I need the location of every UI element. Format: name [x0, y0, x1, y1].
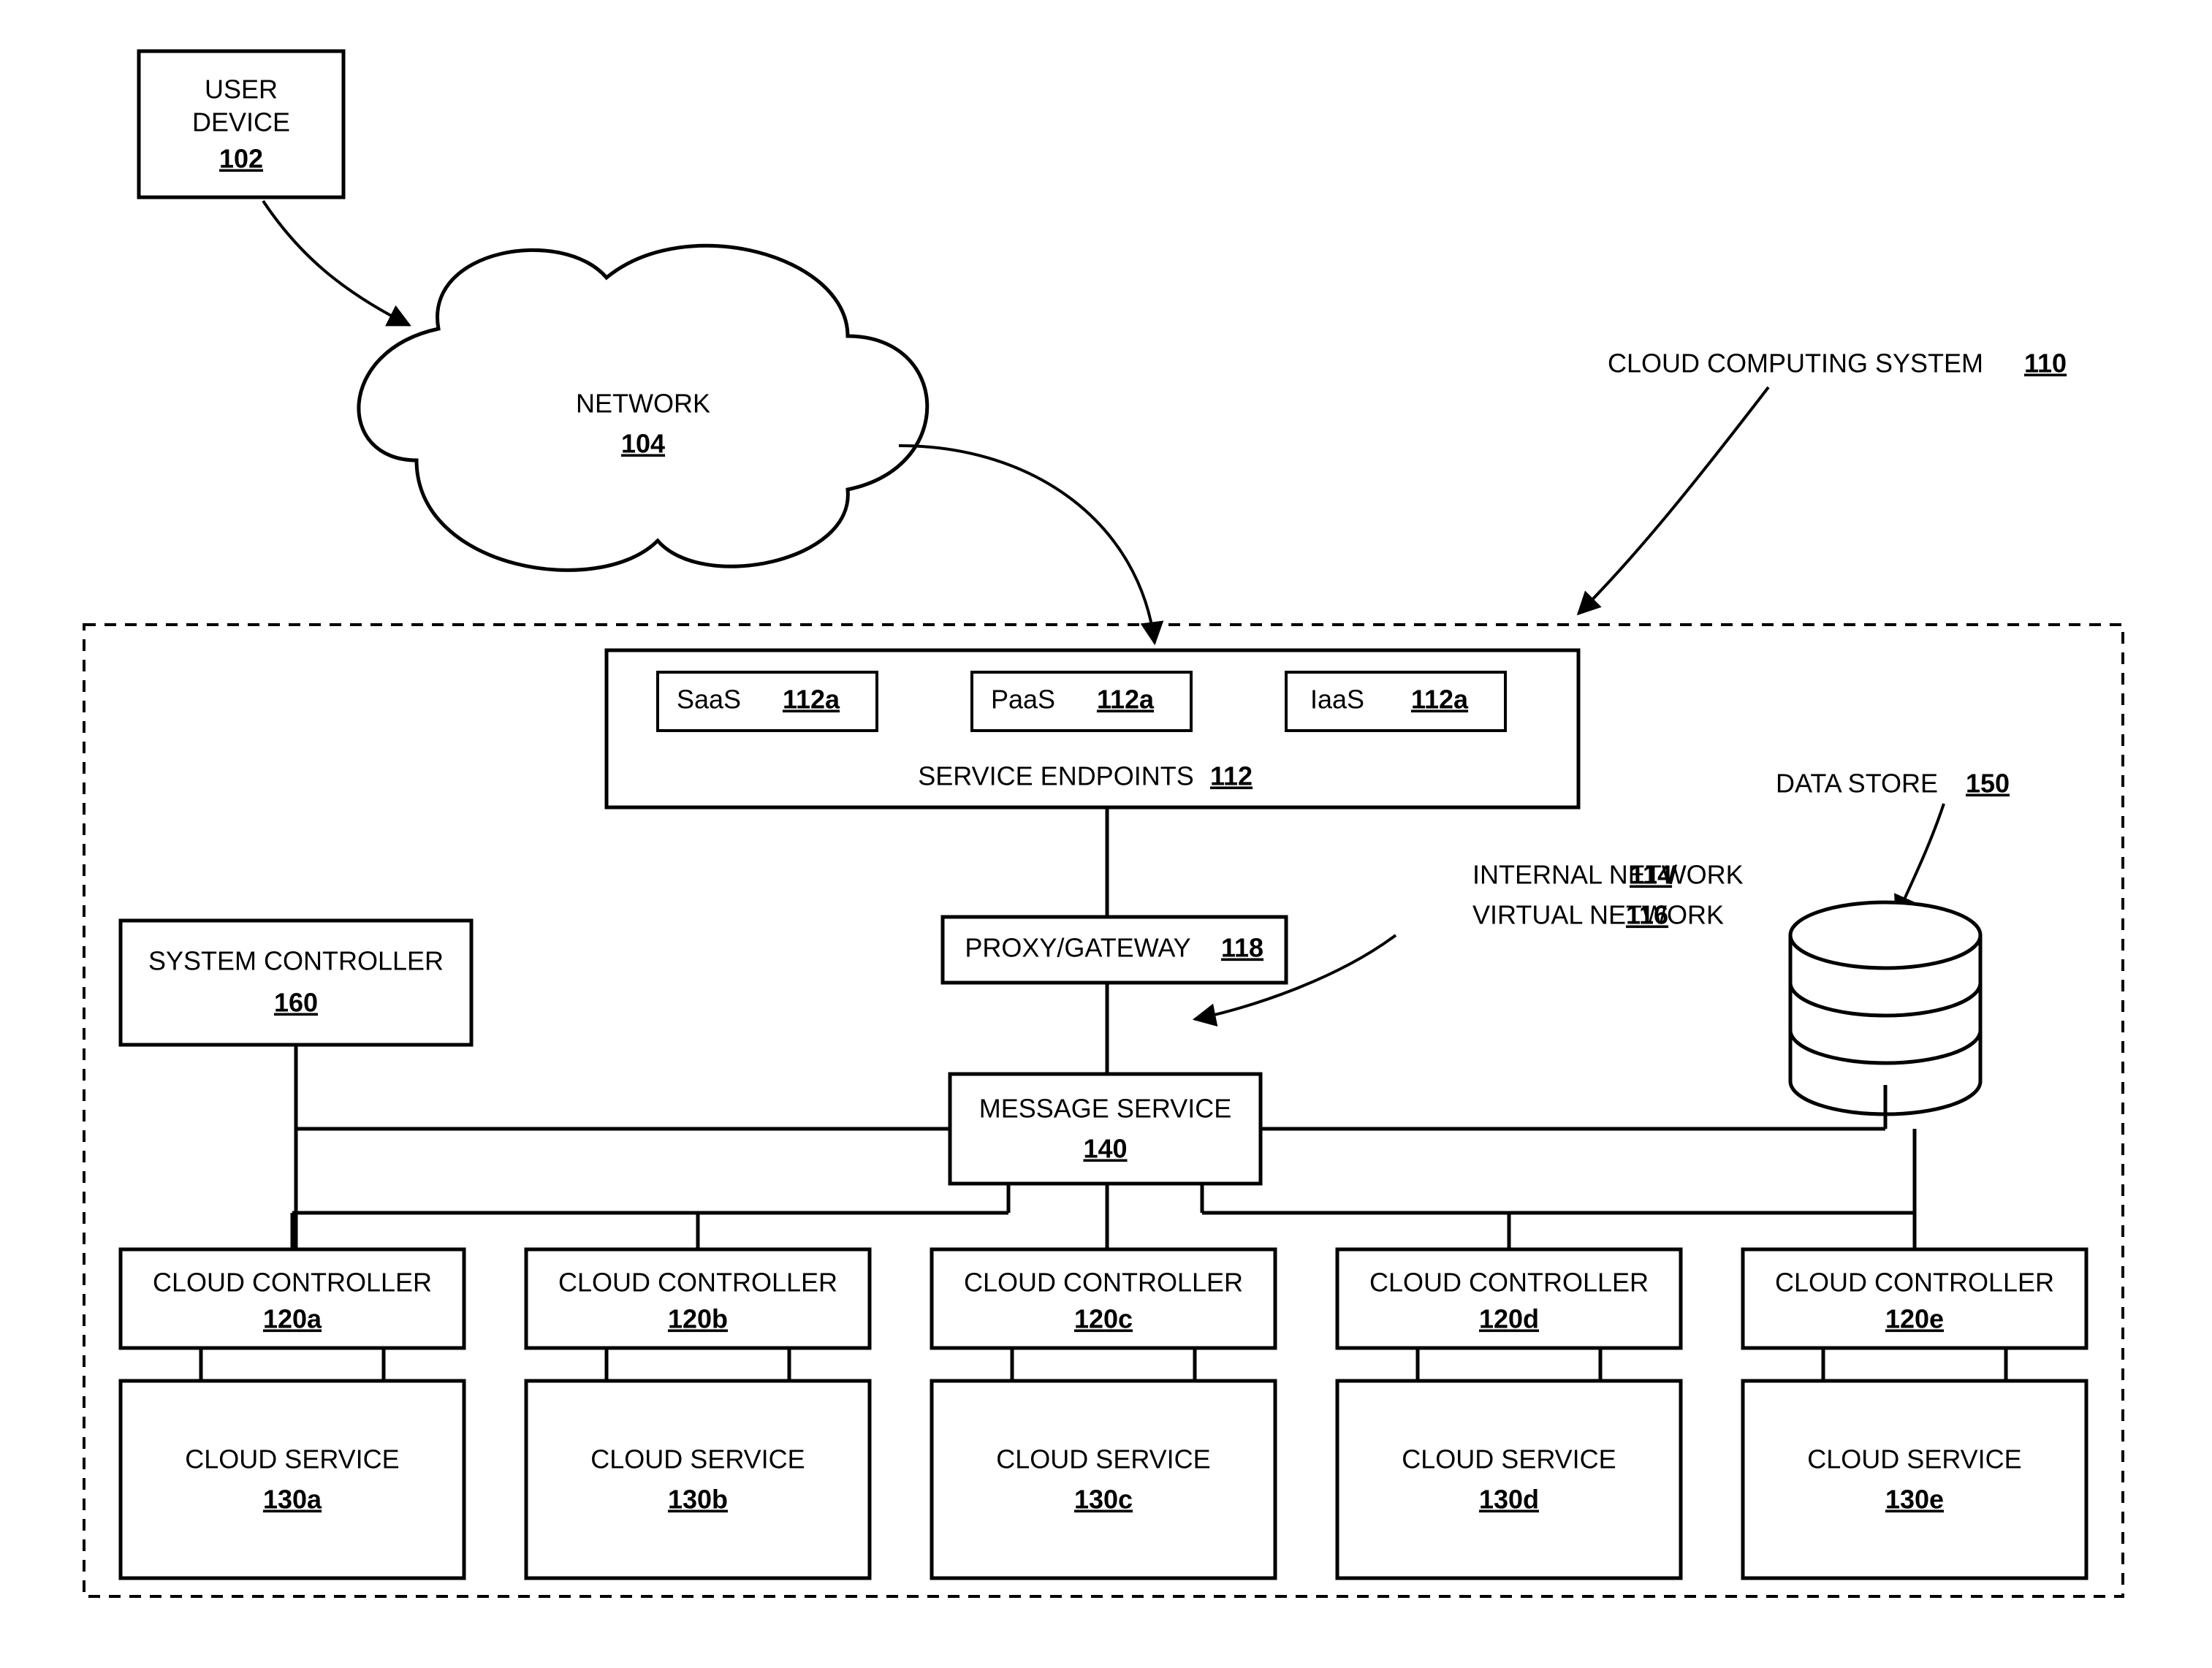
cloud-controller-3-ref: 120d [1479, 1304, 1539, 1334]
cloud-service-3-label: CLOUD SERVICE [1402, 1444, 1616, 1474]
user-device-label-1: USER [205, 75, 278, 104]
service-endpoints-item-1-label: PaaS [991, 685, 1055, 715]
cloud-service-3-box [1337, 1381, 1681, 1578]
user-device-label-2: DEVICE [192, 107, 290, 137]
cloud-service-0-label: CLOUD SERVICE [185, 1444, 399, 1474]
service-endpoints-item-1-ref: 112a [1097, 685, 1155, 715]
internal-network-ref: 114 [1630, 860, 1672, 890]
proxy-gateway-ref: 118 [1221, 933, 1263, 963]
cloud-controller-2-label: CLOUD CONTROLLER [964, 1268, 1243, 1298]
cloud-system-ref: 110 [2024, 349, 2067, 378]
data-store-label: DATA STORE [1776, 769, 1938, 799]
virtual-network-label: VIRTUAL NETWORK [1472, 900, 1724, 930]
network-label: NETWORK [576, 389, 710, 419]
cloud-service-3-ref: 130d [1479, 1485, 1539, 1515]
cloud-controller-0-label: CLOUD CONTROLLER [153, 1268, 432, 1298]
cloud-service-2-label: CLOUD SERVICE [996, 1444, 1210, 1474]
cloud-controller-1-ref: 120b [668, 1304, 728, 1334]
arrow-user-to-network [263, 201, 409, 325]
cloud-service-1-label: CLOUD SERVICE [590, 1444, 805, 1474]
cloud-controller-4-label: CLOUD CONTROLLER [1775, 1268, 2054, 1298]
arrow-network-to-endpoints [899, 446, 1155, 643]
cloud-service-2-box [932, 1381, 1275, 1578]
cloud-service-4-label: CLOUD SERVICE [1807, 1444, 2021, 1474]
cloud-controller-1-label: CLOUD CONTROLLER [558, 1268, 837, 1298]
cloud-controller-2-ref: 120c [1074, 1304, 1133, 1334]
cloud-controller-3-label: CLOUD CONTROLLER [1369, 1268, 1649, 1298]
internal-network-label: INTERNAL NETWORK [1472, 860, 1744, 890]
network-ref: 104 [621, 429, 665, 459]
service-endpoints-label: SERVICE ENDPOINTS [918, 761, 1193, 791]
system-controller-label: SYSTEM CONTROLLER [148, 946, 444, 976]
virtual-network-ref: 116 [1626, 900, 1668, 930]
user-device-ref: 102 [219, 144, 263, 174]
cloud-service-2-ref: 130c [1074, 1485, 1133, 1515]
message-service-label: MESSAGE SERVICE [979, 1094, 1231, 1124]
cloud-service-4-box [1743, 1381, 2086, 1578]
cloud-service-4-ref: 130e [1885, 1485, 1944, 1515]
cloud-controller-0-ref: 120a [263, 1304, 322, 1334]
cloud-controller-4-ref: 120e [1885, 1304, 1944, 1334]
cloud-system-label: CLOUD COMPUTING SYSTEM [1608, 349, 1983, 378]
data-store-pointer [1896, 804, 1944, 917]
service-endpoints-ref: 112 [1210, 761, 1253, 791]
service-endpoints-item-0-label: SaaS [677, 685, 741, 715]
service-endpoints-item-0-ref: 112a [783, 685, 840, 715]
message-service-box [950, 1074, 1261, 1184]
proxy-gateway-label: PROXY/GATEWAY [965, 933, 1190, 963]
cloud-service-0-ref: 130a [263, 1485, 322, 1515]
cloud-service-1-ref: 130b [668, 1485, 728, 1515]
service-endpoints-item-2-label: IaaS [1310, 685, 1364, 715]
message-service-ref: 140 [1083, 1134, 1127, 1164]
cloud-system-pointer [1578, 387, 1768, 614]
system-controller-box [121, 921, 471, 1045]
svg-text:CLOUD COMPUTING SYSTEM: CLOUD COMPUTING SYSTEM [1608, 349, 1983, 378]
service-endpoints-item-2-ref: 112a [1411, 685, 1469, 715]
data-store-ref: 150 [1966, 769, 2010, 799]
system-controller-ref: 160 [274, 988, 318, 1018]
cloud-service-0-box [121, 1381, 464, 1578]
svg-text:/: / [1670, 860, 1677, 890]
cloud-service-1-box [526, 1381, 870, 1578]
